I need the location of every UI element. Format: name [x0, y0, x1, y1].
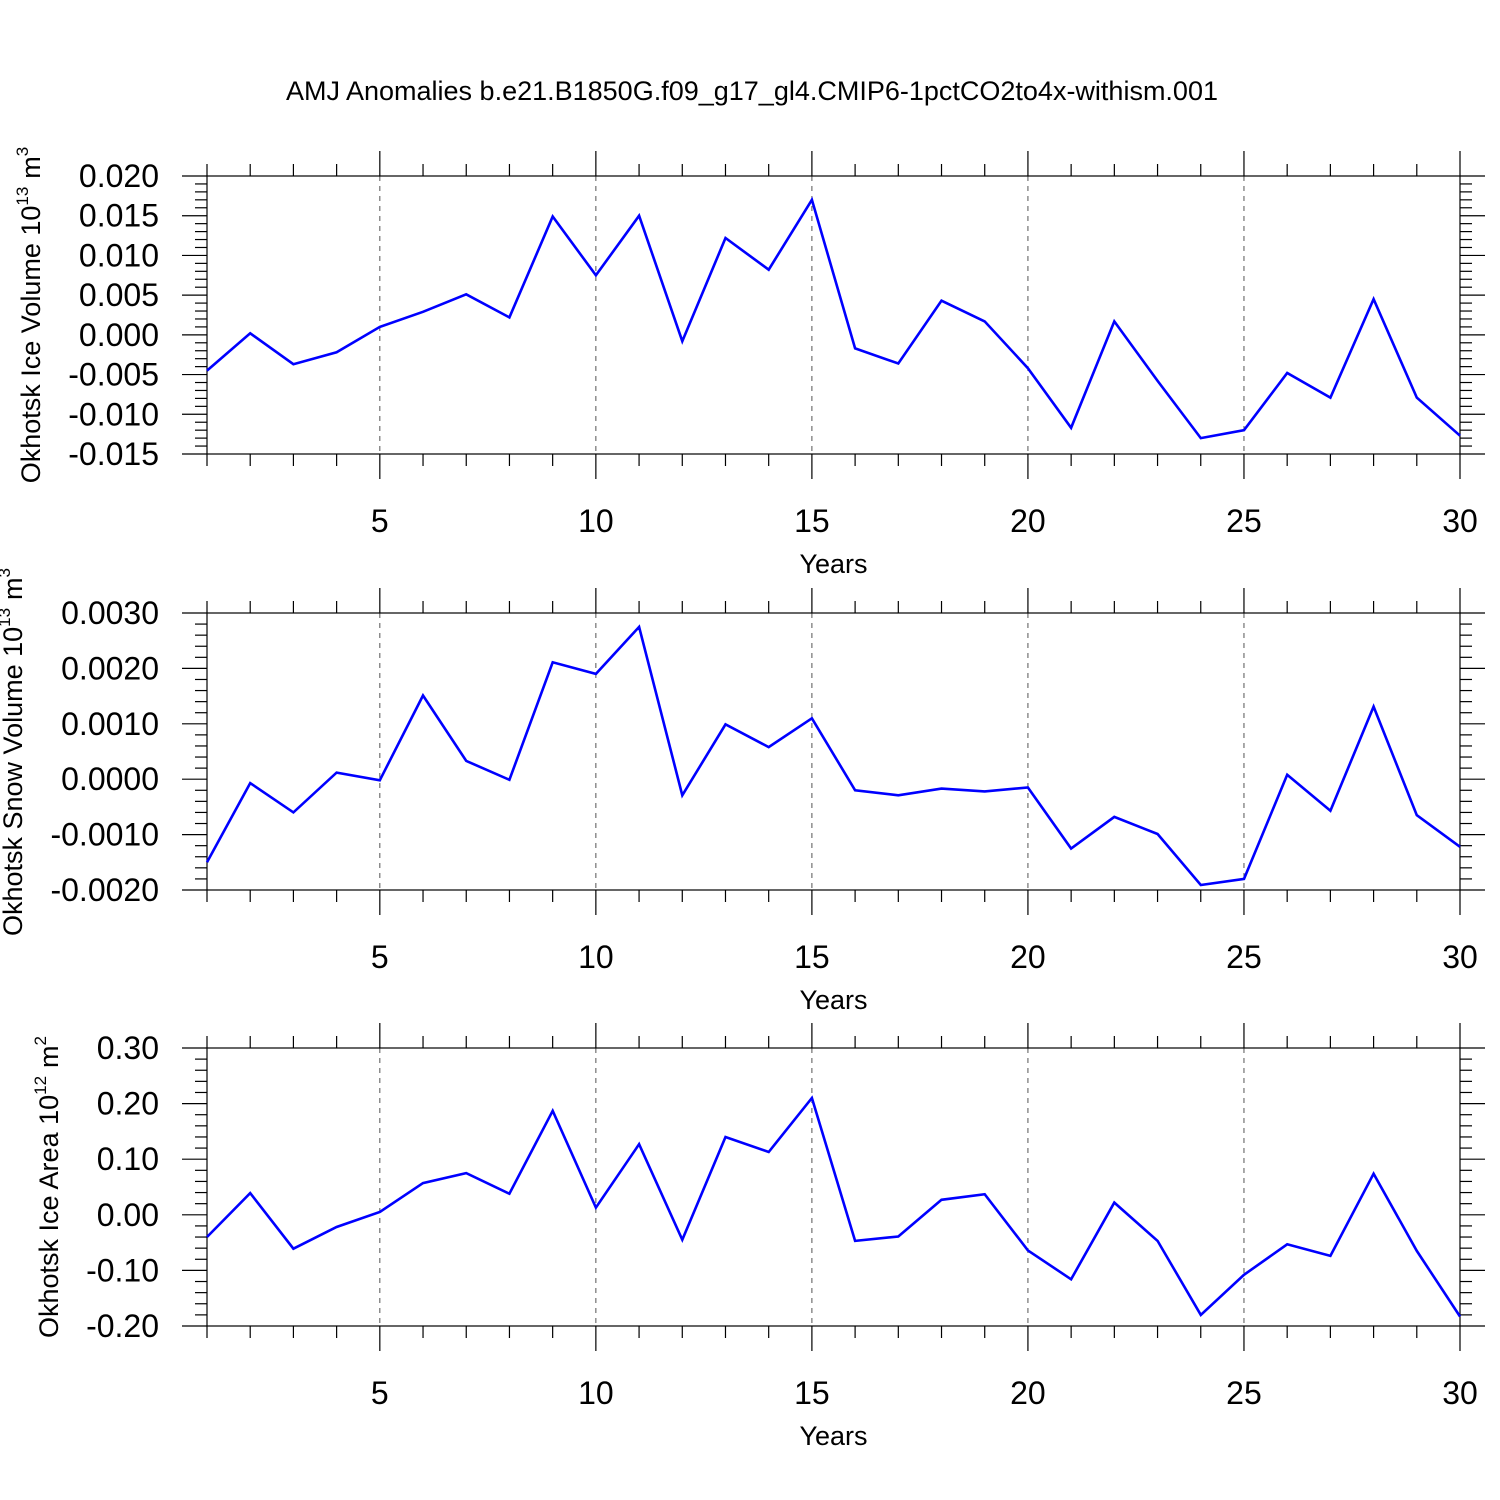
- x-tick-label: 10: [578, 1375, 614, 1411]
- series-line: [206, 196, 1461, 440]
- y-tick-label: 0.000: [79, 317, 159, 353]
- y-tick-label: 0.0020: [61, 650, 159, 686]
- y-tick-label: -0.0020: [50, 872, 159, 908]
- y-axis-label-text: Okhotsk Snow Volume 10: [0, 627, 28, 936]
- panel-1: 5 10 15 20 25 30 -0.015 -0.010-0.005 0.000 0.005 0…: [13, 147, 1485, 579]
- y-tick-label: 0.0000: [61, 761, 159, 797]
- x-axis-label: Years: [799, 549, 867, 579]
- y-tick-label: -0.015: [68, 436, 159, 472]
- x-tick-label: 5: [371, 939, 389, 975]
- y-axis-label-unit: m: [16, 156, 46, 179]
- y-tick-label: -0.005: [68, 357, 159, 393]
- x-tick-label: 25: [1226, 939, 1262, 975]
- plot-frame: [206, 612, 1461, 891]
- y-tick-label: -0.010: [68, 396, 159, 432]
- x-tick-label: 5: [371, 503, 389, 539]
- y-tick-label: 0.30: [97, 1030, 159, 1066]
- y-tick-label: 0.020: [79, 158, 159, 194]
- plot-frame: [206, 1047, 1461, 1327]
- y-axis-label-text: Okhotsk Ice Volume 10: [16, 206, 46, 484]
- x-axis-label: Years: [799, 1421, 867, 1451]
- x-tick-label: 15: [794, 503, 830, 539]
- y-axis-label-exponent: 13: [0, 608, 14, 627]
- x-tick-label: 15: [794, 1375, 830, 1411]
- x-tick-label: 5: [371, 1375, 389, 1411]
- y-axis-label-text: Okhotsk Ice Area 10: [34, 1095, 64, 1338]
- y-tick-label: 0.0010: [61, 706, 159, 742]
- x-tick-label: 25: [1226, 503, 1262, 539]
- y-axis-label-unit-exponent: 2: [31, 1036, 50, 1045]
- y-axis-label-unit: m: [34, 1045, 64, 1068]
- y-axis-label-exponent: 12: [31, 1076, 50, 1095]
- series-line: [206, 1095, 1462, 1318]
- y-axis-label-unit: m: [0, 577, 28, 600]
- series-line: [205, 624, 1461, 887]
- x-tick-label: 20: [1010, 503, 1046, 539]
- y-tick-label: 0.00: [97, 1197, 159, 1233]
- y-axis-label: Okhotsk Ice Volume 1013 m3: [13, 147, 46, 484]
- y-axis-label-exponent: 13: [13, 187, 32, 206]
- x-tick-label: 15: [794, 939, 830, 975]
- x-tick-label: 30: [1442, 503, 1478, 539]
- panel-2: 5 10 15 20 25 30 -0.0020 -0.0010 0.0000 0.0010 0.0…: [0, 568, 1485, 1015]
- y-tick-label: -0.10: [86, 1252, 159, 1288]
- y-axis-label-unit-exponent: 3: [13, 147, 32, 156]
- plot-frame: [206, 175, 1461, 455]
- x-tick-label: 10: [578, 939, 614, 975]
- x-tick-label: 30: [1442, 939, 1478, 975]
- y-axis-label: Okhotsk Snow Volume 1013 m3: [0, 568, 28, 936]
- chart-title: AMJ Anomalies b.e21.B1850G.f09_g17_gl4.C…: [286, 76, 1218, 106]
- y-tick-label: 0.010: [79, 237, 159, 273]
- y-tick-label: -0.0010: [50, 817, 159, 853]
- x-tick-label: 25: [1226, 1375, 1262, 1411]
- x-axis-label: Years: [799, 985, 867, 1015]
- y-tick-label: 0.10: [97, 1141, 159, 1177]
- y-tick-label: 0.005: [79, 277, 159, 313]
- x-tick-label: 30: [1442, 1375, 1478, 1411]
- y-axis-label: Okhotsk Ice Area 1012 m2: [31, 1036, 64, 1338]
- y-tick-label: 0.0030: [61, 595, 159, 631]
- panel-3: 5 10 15 20 25 30 -0.20 -0.10 0.00 0.10 0.20 0.30 Yea…: [31, 1023, 1485, 1451]
- y-axis-label-unit-exponent: 3: [0, 568, 14, 577]
- y-tick-label: -0.20: [86, 1308, 159, 1344]
- y-tick-label: 0.015: [79, 198, 159, 234]
- x-tick-label: 10: [578, 503, 614, 539]
- x-tick-label: 20: [1010, 1375, 1046, 1411]
- panels: 5 10 15 20 25 30-0.015-0.010-0.0050.0000.0050…: [0, 147, 1485, 1451]
- x-tick-label: 20: [1010, 939, 1046, 975]
- y-tick-label: 0.20: [97, 1086, 159, 1122]
